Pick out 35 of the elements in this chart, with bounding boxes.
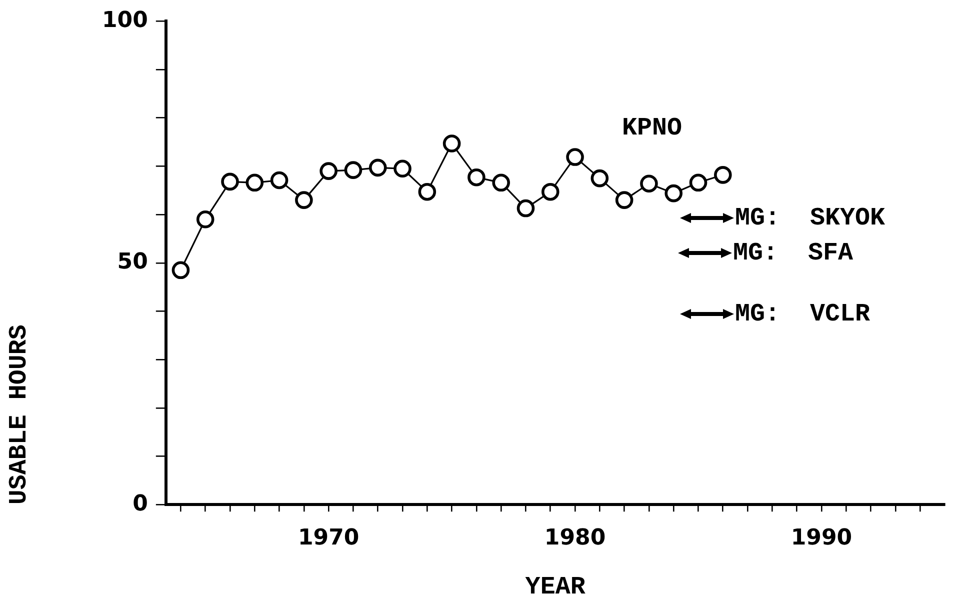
point [172,261,190,280]
point [270,171,288,190]
point [714,166,732,184]
point [566,148,584,166]
y-tick-label: 0 [132,491,148,516]
annotation: MG: SFA [733,238,854,268]
point [615,191,634,209]
point [196,210,214,228]
point [689,174,708,192]
annotation: KPNO [622,113,682,142]
annotation: MG: VCLR [735,299,870,328]
y-axis-title: USABLE HOURS [4,324,34,505]
point [664,184,683,202]
point [516,199,535,218]
point [590,169,609,188]
point [468,168,486,186]
point [246,174,264,192]
point [418,182,436,201]
point [492,174,510,192]
y-tick-label: 50 [117,250,148,275]
point [640,174,658,193]
y-tick-label: 100 [102,8,148,33]
x-tick-label: 1980 [544,526,606,551]
x-tick-label: 1990 [790,526,852,551]
x-axis-title: YEAR [525,572,586,602]
point [295,191,313,209]
point [541,182,560,201]
point [368,158,387,177]
point [344,161,362,179]
annotation: MG: SKYOK [735,203,886,232]
point [394,160,412,178]
point [221,172,239,191]
point [320,162,338,180]
x-tick-label: 1970 [298,526,360,551]
point [442,134,461,152]
